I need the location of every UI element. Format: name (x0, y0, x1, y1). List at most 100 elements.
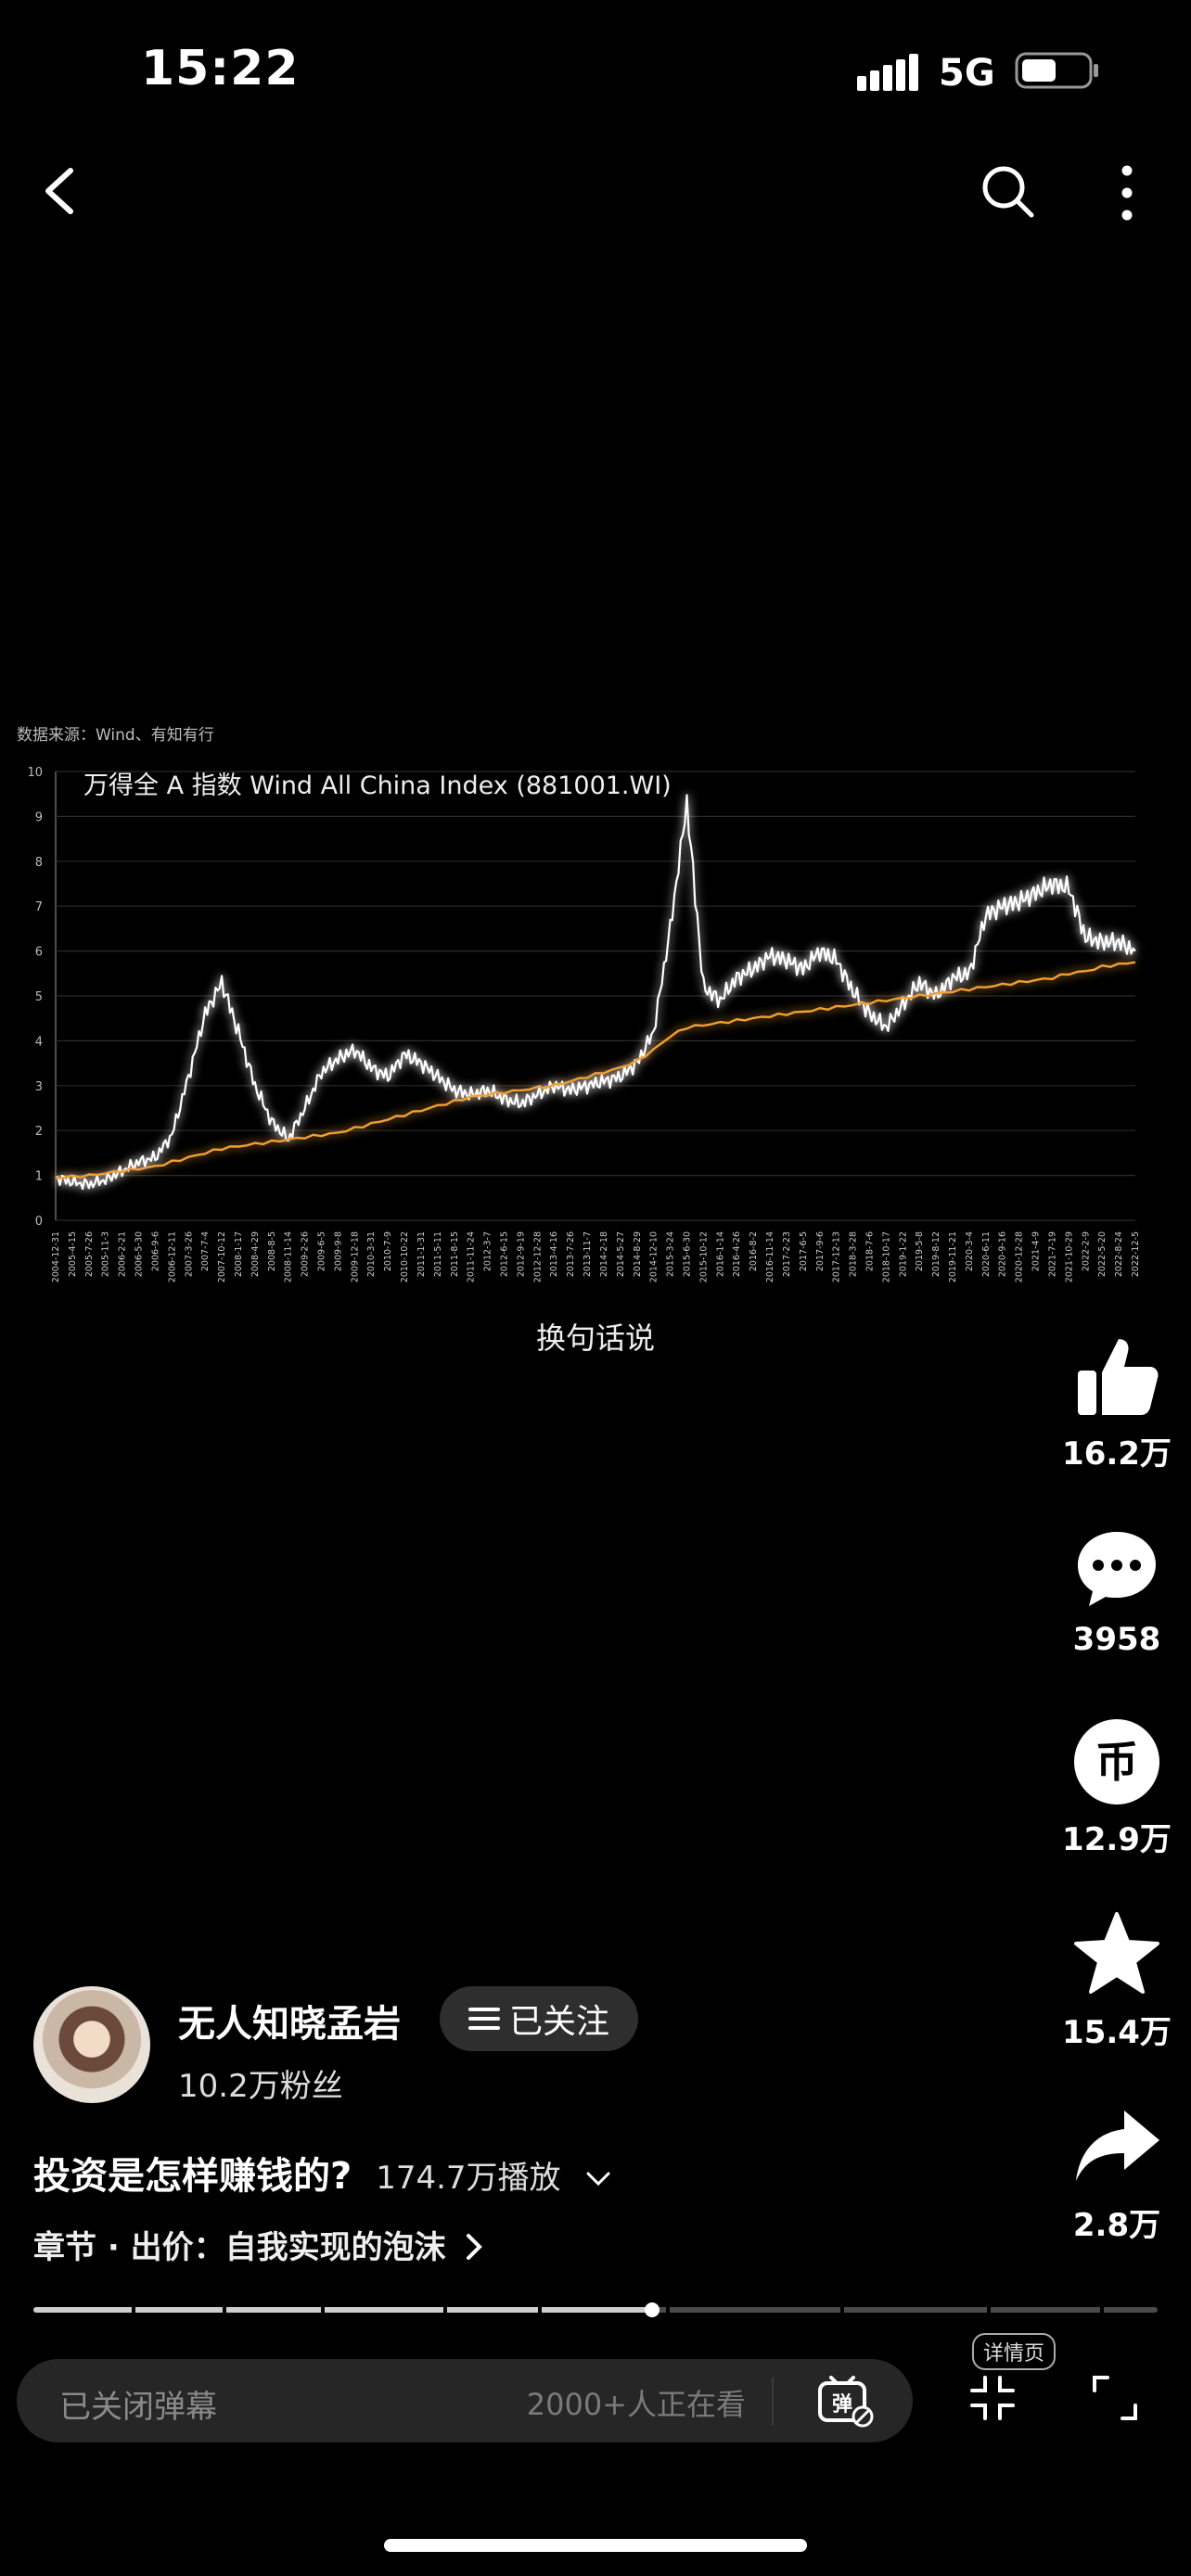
x-tick-label: 2020-9-16 (998, 1231, 1008, 1277)
y-tick-label: 0 (35, 1215, 43, 1229)
share-count: 2.8万 (1072, 2207, 1161, 2244)
fans-count: 10.2万粉丝 (178, 2068, 343, 2105)
danmu-icon[interactable]: 弹 (816, 2376, 876, 2428)
menu-icon (467, 2008, 500, 2030)
chevron-right-icon (467, 2234, 483, 2260)
x-tick-label: 2017-12-13 (832, 1231, 842, 1282)
x-tick-label: 2019-8-12 (931, 1231, 941, 1277)
x-tick-label: 2016-8-2 (749, 1231, 759, 1271)
divider (772, 2378, 774, 2426)
y-tick-label: 8 (35, 856, 43, 870)
follow-button[interactable]: 已关注 (440, 1986, 638, 2051)
avatar[interactable] (33, 1986, 150, 2103)
x-tick-label: 2014-8-29 (633, 1231, 643, 1277)
x-tick-label: 2009-6-5 (317, 1231, 327, 1271)
search-icon[interactable] (980, 163, 1035, 219)
more-icon[interactable] (1113, 163, 1141, 223)
x-tick-label: 2009-12-18 (350, 1231, 360, 1282)
home-indicator (384, 2539, 807, 2552)
video-title-row[interactable]: 投资是怎样赚钱的? 174.7万播放 (33, 2146, 611, 2200)
chapter-link[interactable]: 章节 · 出价：自我实现的泡沫 (33, 2222, 484, 2267)
series-line-index (55, 794, 1136, 1191)
chapter-label: 章节 · 出价：自我实现的泡沫 (33, 2229, 446, 2266)
x-tick-label: 2007-7-4 (200, 1231, 211, 1271)
x-tick-label: 2020-6-11 (981, 1231, 992, 1277)
x-tick-label: 2017-2-23 (782, 1231, 792, 1277)
x-tick-label: 2005-11-3 (101, 1231, 111, 1277)
progress-knob[interactable] (644, 2302, 660, 2317)
x-tick-label: 2013-7-26 (566, 1231, 576, 1277)
like-icon (1078, 1339, 1159, 1415)
x-tick-label: 2015-6-30 (682, 1231, 692, 1277)
x-tick-label: 2018-7-6 (864, 1231, 875, 1271)
chart-title: 万得全 A 指数 Wind All China Index (881001.WI… (83, 772, 672, 800)
x-tick-label: 2011-11-24 (467, 1231, 477, 1282)
x-tick-label: 2012-9-19 (516, 1231, 526, 1277)
chapter-marker (132, 2307, 135, 2313)
video-caption: 换句话说 (535, 1320, 655, 1356)
share-button[interactable]: 2.8万 (1043, 2103, 1191, 2245)
x-tick-label: 2017-6-5 (799, 1231, 809, 1271)
favorite-count: 15.4万 (1062, 2014, 1172, 2051)
follow-label: 已关注 (508, 2003, 609, 2041)
coin-button[interactable]: 币 12.9万 (1043, 1717, 1191, 1859)
x-tick-label: 2014-5-27 (616, 1231, 626, 1277)
chapter-marker (443, 2307, 447, 2313)
favorite-icon (1074, 1912, 1159, 1994)
x-tick-label: 2015-3-24 (666, 1231, 676, 1277)
share-icon (1076, 2111, 1159, 2181)
author-name[interactable]: 无人知晓孟岩 (178, 2003, 401, 2046)
x-tick-label: 2011-1-31 (416, 1231, 427, 1277)
danmu-input[interactable]: 已关闭弹幕 2000+人正在看 弹 (17, 2359, 913, 2442)
favorite-button[interactable]: 15.4万 (1043, 1910, 1191, 2052)
x-tick-label: 2020-3-4 (965, 1231, 975, 1271)
y-tick-label: 5 (35, 990, 43, 1004)
x-tick-label: 2022-8-24 (1114, 1231, 1124, 1277)
x-tick-label: 2014-2-18 (599, 1231, 609, 1277)
y-tick-label: 6 (35, 946, 43, 960)
status-time: 15:22 (141, 41, 300, 96)
x-tick-label: 2008-11-14 (284, 1231, 294, 1282)
y-tick-label: 7 (35, 900, 43, 914)
y-tick-label: 4 (35, 1035, 43, 1049)
x-tick-label: 2009-2-26 (301, 1231, 311, 1277)
comment-button[interactable]: 3958 (1043, 1524, 1191, 1658)
x-tick-label: 2014-12-10 (649, 1231, 660, 1282)
x-tick-label: 2018-3-28 (849, 1231, 859, 1277)
x-tick-label: 2005-7-26 (84, 1231, 95, 1277)
back-icon[interactable] (37, 163, 83, 219)
x-tick-label: 2019-1-22 (898, 1231, 908, 1277)
like-button[interactable]: 16.2万 (1043, 1332, 1191, 1473)
x-tick-label: 2022-2-9 (1081, 1231, 1091, 1271)
detail-page-tag[interactable]: 详情页 (972, 2333, 1057, 2370)
x-tick-label: 2006-5-30 (134, 1231, 145, 1277)
x-tick-label: 2021-4-9 (1031, 1231, 1042, 1271)
signal-icon (857, 54, 918, 91)
chapter-marker (666, 2307, 670, 2313)
progress-bar[interactable] (33, 2302, 1158, 2317)
battery-icon (1015, 52, 1098, 89)
x-tick-label: 2007-3-26 (184, 1231, 194, 1277)
danmu-placeholder: 已关闭弹幕 (59, 2389, 217, 2426)
x-tick-label: 2005-4-15 (68, 1231, 78, 1277)
x-tick-label: 2015-10-12 (698, 1231, 709, 1282)
chapter-marker (538, 2307, 542, 2313)
coin-count: 12.9万 (1062, 1821, 1172, 1858)
chart-source: 数据来源：Wind、有知有行 (17, 726, 214, 745)
x-tick-label: 2012-12-28 (532, 1231, 543, 1282)
x-tick-label: 2016-4-26 (732, 1231, 742, 1277)
shrink-icon[interactable] (968, 2374, 1017, 2422)
x-tick-label: 2011-8-15 (450, 1231, 460, 1277)
fullscreen-icon[interactable] (1091, 2374, 1139, 2422)
chevron-down-icon[interactable] (585, 2170, 611, 2188)
comment-icon (1078, 1532, 1156, 1606)
x-tick-label: 2010-3-31 (366, 1231, 377, 1277)
play-count: 174.7万播放 (376, 2160, 561, 2197)
x-tick-label: 2017-9-6 (815, 1231, 826, 1271)
x-tick-label: 2009-9-8 (333, 1231, 343, 1271)
x-tick-label: 2006-12-11 (167, 1231, 177, 1282)
index-line-chart: 0 1 2 3 4 5 6 7 8 9 10 2004-12-31 2005-4-15 2005-7-2… (27, 766, 1141, 1282)
series-line-trend (55, 961, 1136, 1180)
svg-text:币: 币 (1095, 1737, 1138, 1787)
x-tick-label: 2006-2-21 (118, 1231, 128, 1277)
